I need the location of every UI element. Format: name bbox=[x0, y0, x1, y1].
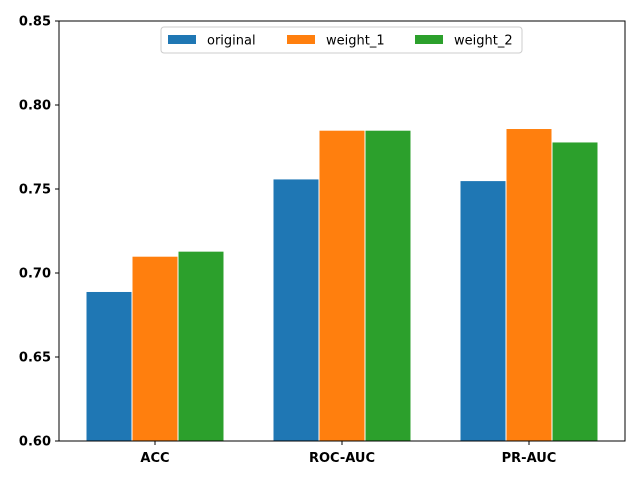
legend-label-original: original bbox=[207, 34, 256, 49]
bar-weight-1-roc-auc bbox=[318, 129, 366, 442]
bar-original-pr-auc bbox=[459, 180, 507, 442]
bar-weight-1-acc bbox=[131, 255, 179, 442]
bar-weight-1-pr-auc bbox=[505, 128, 553, 442]
bar-weight-2-roc-auc bbox=[364, 129, 412, 442]
bar-original-roc-auc bbox=[272, 178, 320, 442]
x-tick-label: PR-AUC bbox=[502, 451, 557, 466]
legend-label-weight-1: weight_1 bbox=[326, 34, 385, 49]
legend: original weight_1 weight_2 bbox=[160, 26, 523, 54]
x-tick-label: ROC-AUC bbox=[309, 451, 375, 466]
bar-weight-2-acc bbox=[177, 250, 225, 442]
legend-swatch-original bbox=[168, 35, 196, 44]
x-axis-ticks: ACC ROC-AUC PR-AUC bbox=[140, 441, 556, 466]
bar-original-acc bbox=[85, 290, 133, 442]
bars-group bbox=[85, 128, 599, 442]
y-tick-label: 0.75 bbox=[19, 183, 51, 198]
x-tick-label: ACC bbox=[140, 451, 169, 466]
plot-frame bbox=[58, 20, 626, 442]
legend-swatch-weight-2 bbox=[415, 35, 443, 44]
y-tick-label: 0.65 bbox=[19, 351, 51, 366]
y-axis-ticks: 0.60 0.65 0.70 0.75 0.80 0.85 bbox=[19, 15, 59, 450]
y-tick-label: 0.85 bbox=[19, 15, 51, 30]
legend-swatch-weight-1 bbox=[287, 35, 315, 44]
y-tick-label: 0.60 bbox=[19, 435, 51, 450]
bar-weight-2-pr-auc bbox=[551, 141, 599, 442]
legend-box bbox=[160, 26, 523, 54]
y-tick-label: 0.80 bbox=[19, 99, 51, 114]
y-tick-label: 0.70 bbox=[19, 267, 51, 282]
legend-label-weight-2: weight_2 bbox=[454, 34, 513, 49]
